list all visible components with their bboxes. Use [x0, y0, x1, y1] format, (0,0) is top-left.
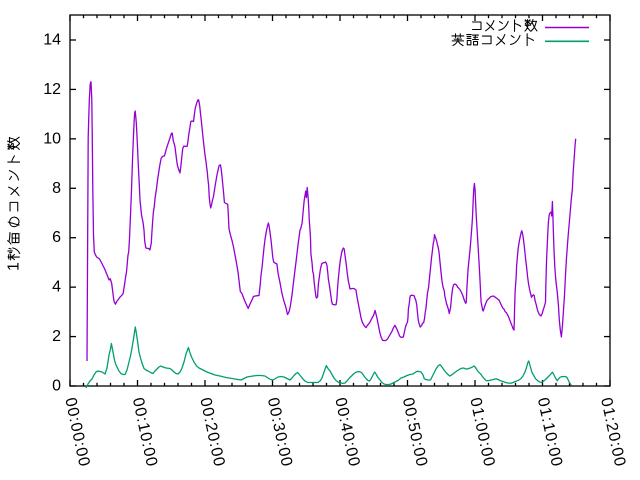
svg-text:8: 8	[52, 180, 61, 197]
svg-text:1: 1	[6, 262, 23, 271]
svg-text:2: 2	[52, 328, 61, 345]
svg-text:12: 12	[43, 81, 61, 98]
svg-text:4: 4	[52, 279, 61, 296]
svg-text:0: 0	[52, 378, 61, 395]
svg-text:10: 10	[43, 130, 61, 147]
svg-text:14: 14	[43, 31, 61, 48]
svg-text:6: 6	[52, 229, 61, 246]
